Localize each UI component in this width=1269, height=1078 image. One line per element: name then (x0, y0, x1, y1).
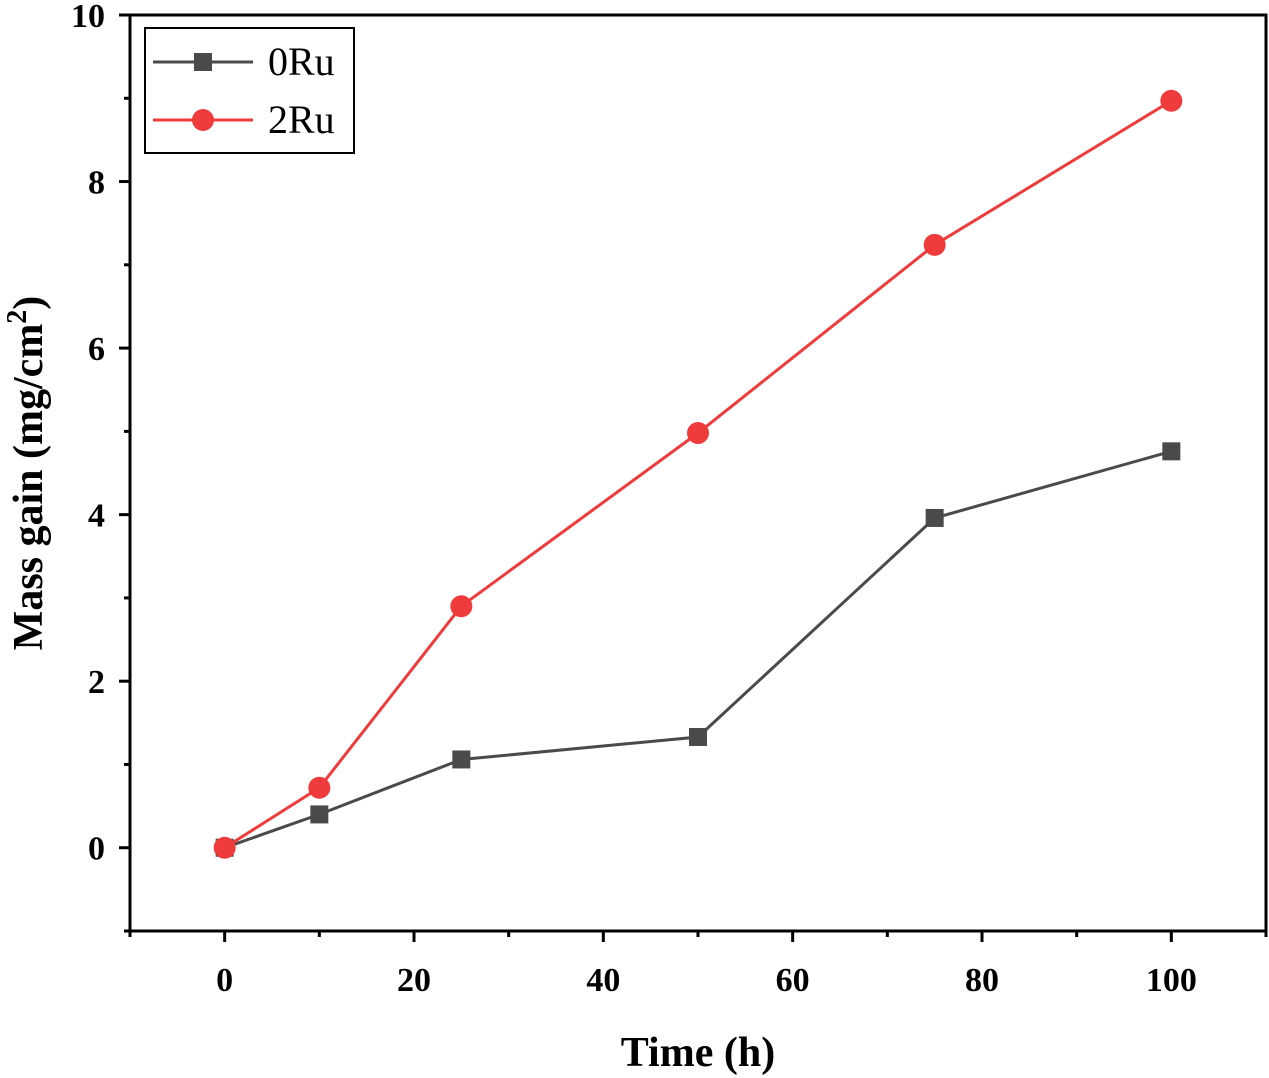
data-point-0Ru (1162, 442, 1181, 461)
legend-box (144, 27, 355, 154)
x-tick-label: 40 (586, 962, 620, 999)
y-tick-label: 0 (88, 831, 105, 868)
series-line-0Ru (224, 449, 1172, 850)
data-point-2Ru (308, 776, 331, 799)
data-point-0Ru (925, 508, 944, 527)
data-point-0Ru (452, 750, 471, 769)
series-layer (213, 89, 1183, 859)
legend-marker-0Ru (194, 53, 212, 71)
data-point-0Ru (689, 727, 707, 746)
data-point-2Ru (213, 836, 236, 859)
y-tick-label: 8 (88, 165, 105, 202)
x-tick-label: 60 (776, 962, 810, 999)
y-tick-label: 4 (88, 498, 105, 535)
legend-marker-2Ru (192, 109, 214, 131)
y-axis-title-main: Mass gain (mg/cm (6, 324, 52, 651)
data-point-2Ru (450, 595, 473, 618)
legend-label-2Ru: 2Ru (268, 97, 335, 142)
axes: 0 20 40 60 80 100 0 2 4 6 8 10 (71, 0, 1268, 999)
y-axis-title-superscript: 2 (2, 310, 33, 324)
data-point-2Ru (687, 422, 709, 445)
y-axis-title-end: ) (6, 296, 52, 310)
data-point-2Ru (1160, 89, 1183, 112)
x-tick-label: 0 (216, 962, 233, 999)
x-tick-label: 20 (397, 962, 431, 999)
x-axis-title: Time (h) (621, 1030, 775, 1076)
data-point-2Ru (923, 233, 946, 256)
data-point-0Ru (310, 805, 329, 824)
legend-label-0Ru: 0Ru (268, 39, 335, 84)
series-line-2Ru (223, 99, 1173, 849)
y-tick-label: 10 (71, 0, 105, 35)
y-tick-label: 6 (88, 331, 105, 368)
y-tick-label: 2 (88, 664, 105, 701)
x-tick-label: 100 (1146, 962, 1197, 999)
y-axis-title: Mass gain (mg/cm2) (2, 296, 52, 651)
x-tick-label: 80 (965, 962, 999, 999)
